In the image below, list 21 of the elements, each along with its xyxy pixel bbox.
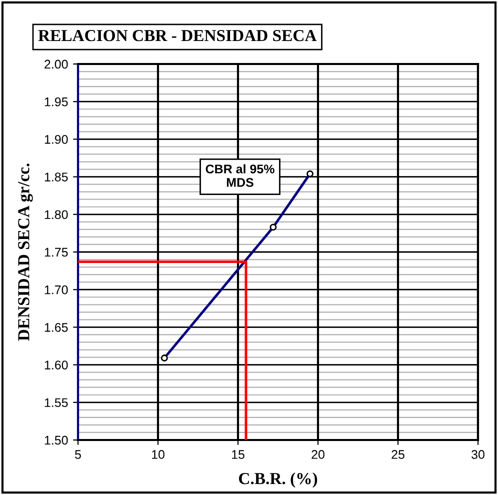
- chart-title: RELACION CBR - DENSIDAD SECA: [38, 30, 317, 42]
- annotation: CBR al 95% MDS: [206, 164, 274, 187]
- x-tick-label: 15: [232, 450, 244, 459]
- y-tick-label: 1.90: [44, 135, 68, 144]
- x-tick-label: 10: [152, 450, 164, 459]
- x-tick-label: 20: [312, 450, 324, 459]
- y-tick-label: 2.00: [44, 60, 68, 69]
- y-tick-label: 1.65: [44, 323, 68, 332]
- x-axis-title: C.B.R. (%): [239, 472, 318, 488]
- x-tick-label: 5: [75, 450, 81, 459]
- x-tick-label: 30: [472, 450, 484, 459]
- y-tick-label: 1.75: [44, 248, 68, 257]
- y-tick-label: 1.55: [44, 398, 68, 408]
- y-tick-label: 1.60: [44, 360, 68, 370]
- y-tick-label: 1.85: [44, 172, 68, 182]
- y-tick-label: 1.95: [44, 97, 68, 106]
- y-tick-label: 1.50: [44, 436, 68, 445]
- y-tick-label: 1.70: [44, 285, 68, 294]
- y-tick-label: 1.80: [44, 210, 68, 220]
- y-axis-title: DENSIDAD SECA gr/cc.: [18, 164, 33, 341]
- x-tick-label: 25: [392, 450, 404, 459]
